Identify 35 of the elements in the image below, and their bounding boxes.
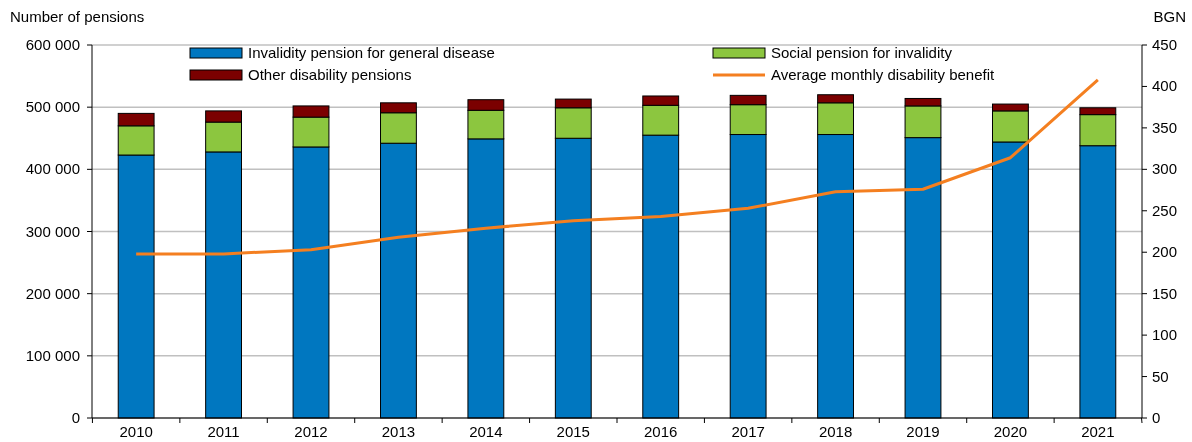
y-tick-label: 300 000 (25, 222, 80, 240)
x-tick-label: 2013 (381, 423, 416, 440)
x-tick-label: 2012 (294, 423, 328, 440)
y2-axis-title: BGN (1153, 8, 1186, 25)
legend-label: Average monthly disability benefit (771, 66, 996, 83)
y2-tick-label: 400 (1152, 77, 1178, 95)
x-tick-label: 2016 (644, 423, 678, 440)
y2-tick-label: 50 (1152, 367, 1169, 385)
y-tick-label: 200 000 (25, 284, 80, 302)
x-tick-label: 2018 (818, 423, 853, 440)
x-tick-label: 2015 (556, 423, 590, 440)
y-tick-label: 400 000 (25, 160, 80, 178)
y-tick-label: 100 000 (25, 346, 80, 364)
y2-tick-label: 0 (1152, 409, 1161, 426)
y2-tick-label: 350 (1152, 118, 1178, 136)
x-tick-label: 2020 (993, 423, 1028, 440)
x-tick-label: 2019 (906, 423, 940, 440)
x-tick-label: 2014 (469, 423, 503, 440)
x-tick-label: 2021 (1081, 423, 1115, 440)
legend-label: Invalidity pension for general disease (248, 44, 495, 61)
y-axis-title: Number of pensions (10, 8, 145, 25)
y-tick-label: 0 (71, 409, 80, 426)
legend-label: Other disability pensions (248, 66, 412, 83)
y2-tick-label: 250 (1152, 201, 1178, 219)
x-tick-label: 2011 (207, 423, 240, 440)
legend-label: Social pension for invalidity (771, 44, 953, 61)
y-tick-label: 500 000 (25, 98, 80, 116)
y-tick-label: 600 000 (25, 36, 80, 53)
y2-tick-label: 200 (1152, 243, 1178, 261)
x-tick-label: 2010 (119, 423, 153, 440)
y2-tick-label: 300 (1152, 160, 1178, 178)
y2-tick-label: 100 (1152, 326, 1178, 344)
y2-tick-label: 150 (1152, 284, 1178, 302)
y2-tick-label: 450 (1152, 36, 1178, 53)
x-tick-label: 2017 (731, 423, 765, 440)
